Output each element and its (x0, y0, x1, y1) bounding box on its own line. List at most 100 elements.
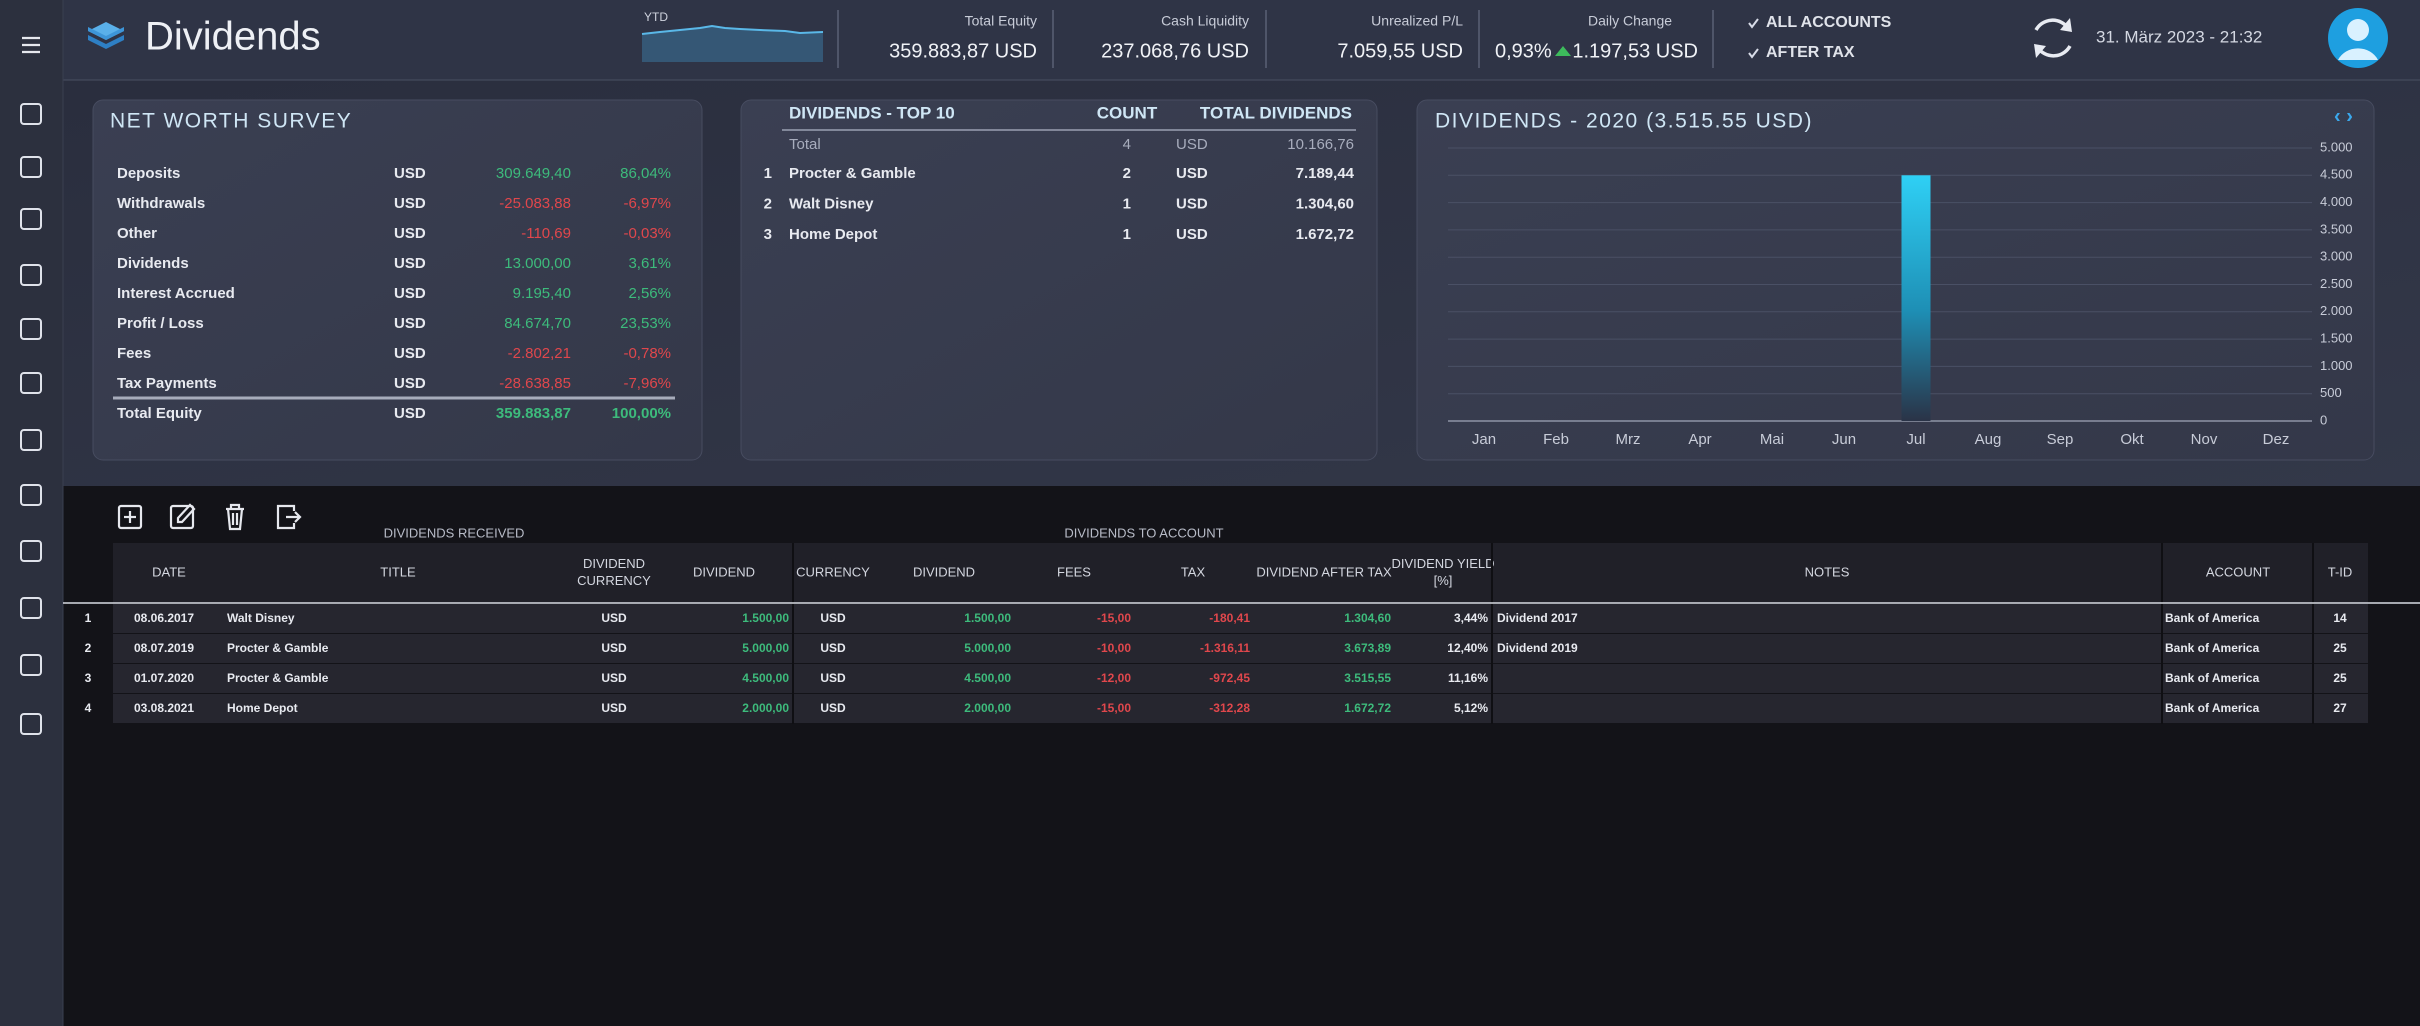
kpi-value: 1.197,53 USD (1572, 40, 1698, 62)
row-label: Withdrawals (117, 195, 205, 212)
cell: -1.316,11 (1200, 641, 1250, 655)
column-header: FEES (1057, 564, 1091, 579)
edit-button[interactable] (169, 503, 196, 530)
sidebar-icon[interactable] (20, 654, 42, 676)
sidebar-icon[interactable] (20, 484, 42, 506)
cell: 1.672,72 (1344, 701, 1391, 715)
cell: Bank of America (2165, 641, 2260, 655)
sidebar-icon[interactable] (20, 429, 42, 451)
currency: USD (394, 375, 426, 392)
amount: 9.195,40 (513, 285, 571, 302)
cell: 5.000,00 (742, 641, 789, 655)
total-amount: 10.166,76 (1287, 136, 1354, 153)
sidebar-icon[interactable] (20, 540, 42, 562)
rank: 1 (764, 165, 772, 182)
currency: USD (394, 195, 426, 212)
kpi-label: Cash Liquidity (1161, 13, 1249, 29)
percent: -0,78% (623, 345, 671, 362)
filter: ALL ACCOUNTS (1766, 14, 1892, 31)
column-header: TAX (1181, 564, 1206, 579)
cell: Bank of America (2165, 611, 2260, 625)
cell: 1.500,00 (964, 611, 1011, 625)
cell: -180,41 (1209, 611, 1250, 625)
refresh-icon[interactable] (2034, 18, 2072, 58)
logo (88, 22, 124, 49)
bar (1901, 175, 1931, 421)
cell: -10,00 (1097, 641, 1131, 655)
cell: 3.515,55 (1344, 671, 1391, 685)
delete-button[interactable] (226, 503, 244, 531)
amount: 1.672,72 (1296, 226, 1354, 243)
top10-header: COUNT (1097, 103, 1158, 122)
table-row (113, 634, 2368, 663)
percent: -0,03% (623, 225, 671, 242)
y-tick-label: 2.000 (2320, 303, 2353, 318)
sidebar-icon[interactable] (20, 156, 42, 178)
cell: USD (820, 611, 846, 625)
currency: USD (1176, 195, 1208, 212)
rank: 3 (764, 226, 772, 243)
column-header: DIVIDEND (913, 564, 975, 579)
count: 1 (1123, 226, 1131, 243)
row-label: Other (117, 225, 157, 242)
cell: Bank of America (2165, 701, 2260, 715)
cell: 11,16% (1448, 671, 1488, 685)
cell: Dividend 2017 (1497, 611, 1578, 625)
amount: -2.802,21 (508, 345, 571, 362)
percent: 23,53% (620, 315, 671, 332)
kpi-value: 0,93% (1495, 40, 1552, 62)
cell: -15,00 (1097, 701, 1131, 715)
x-tick-label: Apr (1688, 431, 1711, 448)
cell: USD (820, 701, 846, 715)
currency: USD (394, 315, 426, 332)
sidebar-icon[interactable] (20, 103, 42, 125)
cell: USD (601, 701, 627, 715)
column-header: DATE (152, 564, 186, 579)
percent: 2,56% (628, 285, 671, 302)
cell: 08.06.2017 (134, 611, 194, 625)
datetime: 31. März 2023 - 21:32 (2096, 27, 2262, 46)
sidebar-icon[interactable] (20, 318, 42, 340)
chart-nav[interactable]: ‹ › (2334, 105, 2353, 127)
percent: -7,96% (623, 375, 671, 392)
sidebar-icon[interactable] (20, 264, 42, 286)
sidebar-icon[interactable] (20, 372, 42, 394)
sidebar-icon[interactable] (20, 208, 42, 230)
avatar[interactable] (2328, 8, 2388, 68)
row-label: Fees (117, 345, 151, 362)
currency: USD (1176, 136, 1208, 153)
amount: 7.189,44 (1296, 165, 1355, 182)
x-tick-label: Aug (1975, 431, 2002, 448)
sidebar-icon[interactable] (20, 713, 42, 735)
add-button[interactable] (117, 504, 143, 530)
top10-header: TOTAL DIVIDENDS (1200, 103, 1352, 122)
app-title: Dividends (145, 15, 321, 59)
cell: 3.673,89 (1344, 641, 1391, 655)
row-number: 3 (85, 671, 92, 685)
currency: USD (394, 165, 426, 182)
column-header: TITLE (380, 564, 416, 579)
x-tick-label: Mrz (1616, 431, 1641, 448)
cell: Procter & Gamble (227, 671, 329, 685)
currency: USD (394, 405, 426, 422)
header-bar (63, 0, 2420, 80)
cell: 27 (2333, 701, 2347, 715)
chart-card (1416, 99, 2375, 461)
cell: 2.000,00 (742, 701, 789, 715)
export-button[interactable] (276, 504, 302, 530)
table-row (113, 694, 2368, 723)
sparkline (641, 24, 824, 35)
cell: 1.304,60 (1344, 611, 1391, 625)
x-tick-label: Feb (1543, 431, 1569, 448)
x-tick-label: Jul (1906, 431, 1925, 448)
filter: AFTER TAX (1766, 44, 1855, 61)
currency: USD (1176, 165, 1208, 182)
amount: -28.638,85 (499, 375, 571, 392)
y-tick-label: 3.000 (2320, 249, 2353, 264)
sidebar-icon[interactable] (20, 597, 42, 619)
check-icons (1748, 18, 1759, 59)
column-header: DIVIDEND AFTER TAX (1256, 564, 1392, 579)
cell: 4.500,00 (964, 671, 1011, 685)
currency: USD (1176, 226, 1208, 243)
cell: -12,00 (1097, 671, 1131, 685)
